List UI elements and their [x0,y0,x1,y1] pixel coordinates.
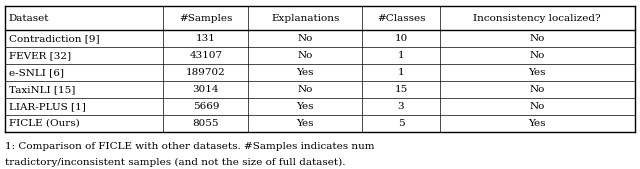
Text: Yes: Yes [529,119,546,128]
Text: 10: 10 [394,34,408,43]
Text: No: No [529,34,545,43]
Text: TaxiNLI [15]: TaxiNLI [15] [9,85,76,94]
Text: 1: Comparison of FICLE with other datasets. #Samples indicates num: 1: Comparison of FICLE with other datase… [5,142,374,151]
Text: 1: 1 [397,68,404,77]
Text: Yes: Yes [296,119,314,128]
Text: 131: 131 [196,34,216,43]
Text: 5: 5 [397,119,404,128]
Text: 1: 1 [397,51,404,60]
Text: 8055: 8055 [193,119,219,128]
Text: 43107: 43107 [189,51,222,60]
Text: FEVER [32]: FEVER [32] [9,51,71,60]
Text: 189702: 189702 [186,68,226,77]
Text: Dataset: Dataset [9,14,49,23]
Text: 15: 15 [394,85,408,94]
Text: No: No [298,34,313,43]
Text: LIAR-PLUS [1]: LIAR-PLUS [1] [9,102,86,111]
Text: 3: 3 [397,102,404,111]
Text: Yes: Yes [296,102,314,111]
Text: No: No [529,85,545,94]
Text: Contradiction [9]: Contradiction [9] [9,34,100,43]
Text: #Samples: #Samples [179,14,232,23]
Text: 3014: 3014 [193,85,219,94]
Text: #Classes: #Classes [377,14,425,23]
Text: FICLE (Ours): FICLE (Ours) [9,119,80,128]
Text: No: No [529,102,545,111]
Text: Yes: Yes [529,68,546,77]
Text: Yes: Yes [296,68,314,77]
Text: e-SNLI [6]: e-SNLI [6] [9,68,64,77]
Text: Explanations: Explanations [271,14,339,23]
Text: No: No [298,51,313,60]
Text: Inconsistency localized?: Inconsistency localized? [474,14,601,23]
Text: No: No [298,85,313,94]
Text: 5669: 5669 [193,102,219,111]
Text: tradictory/inconsistent samples (and not the size of full dataset).: tradictory/inconsistent samples (and not… [5,158,346,167]
Text: No: No [529,51,545,60]
